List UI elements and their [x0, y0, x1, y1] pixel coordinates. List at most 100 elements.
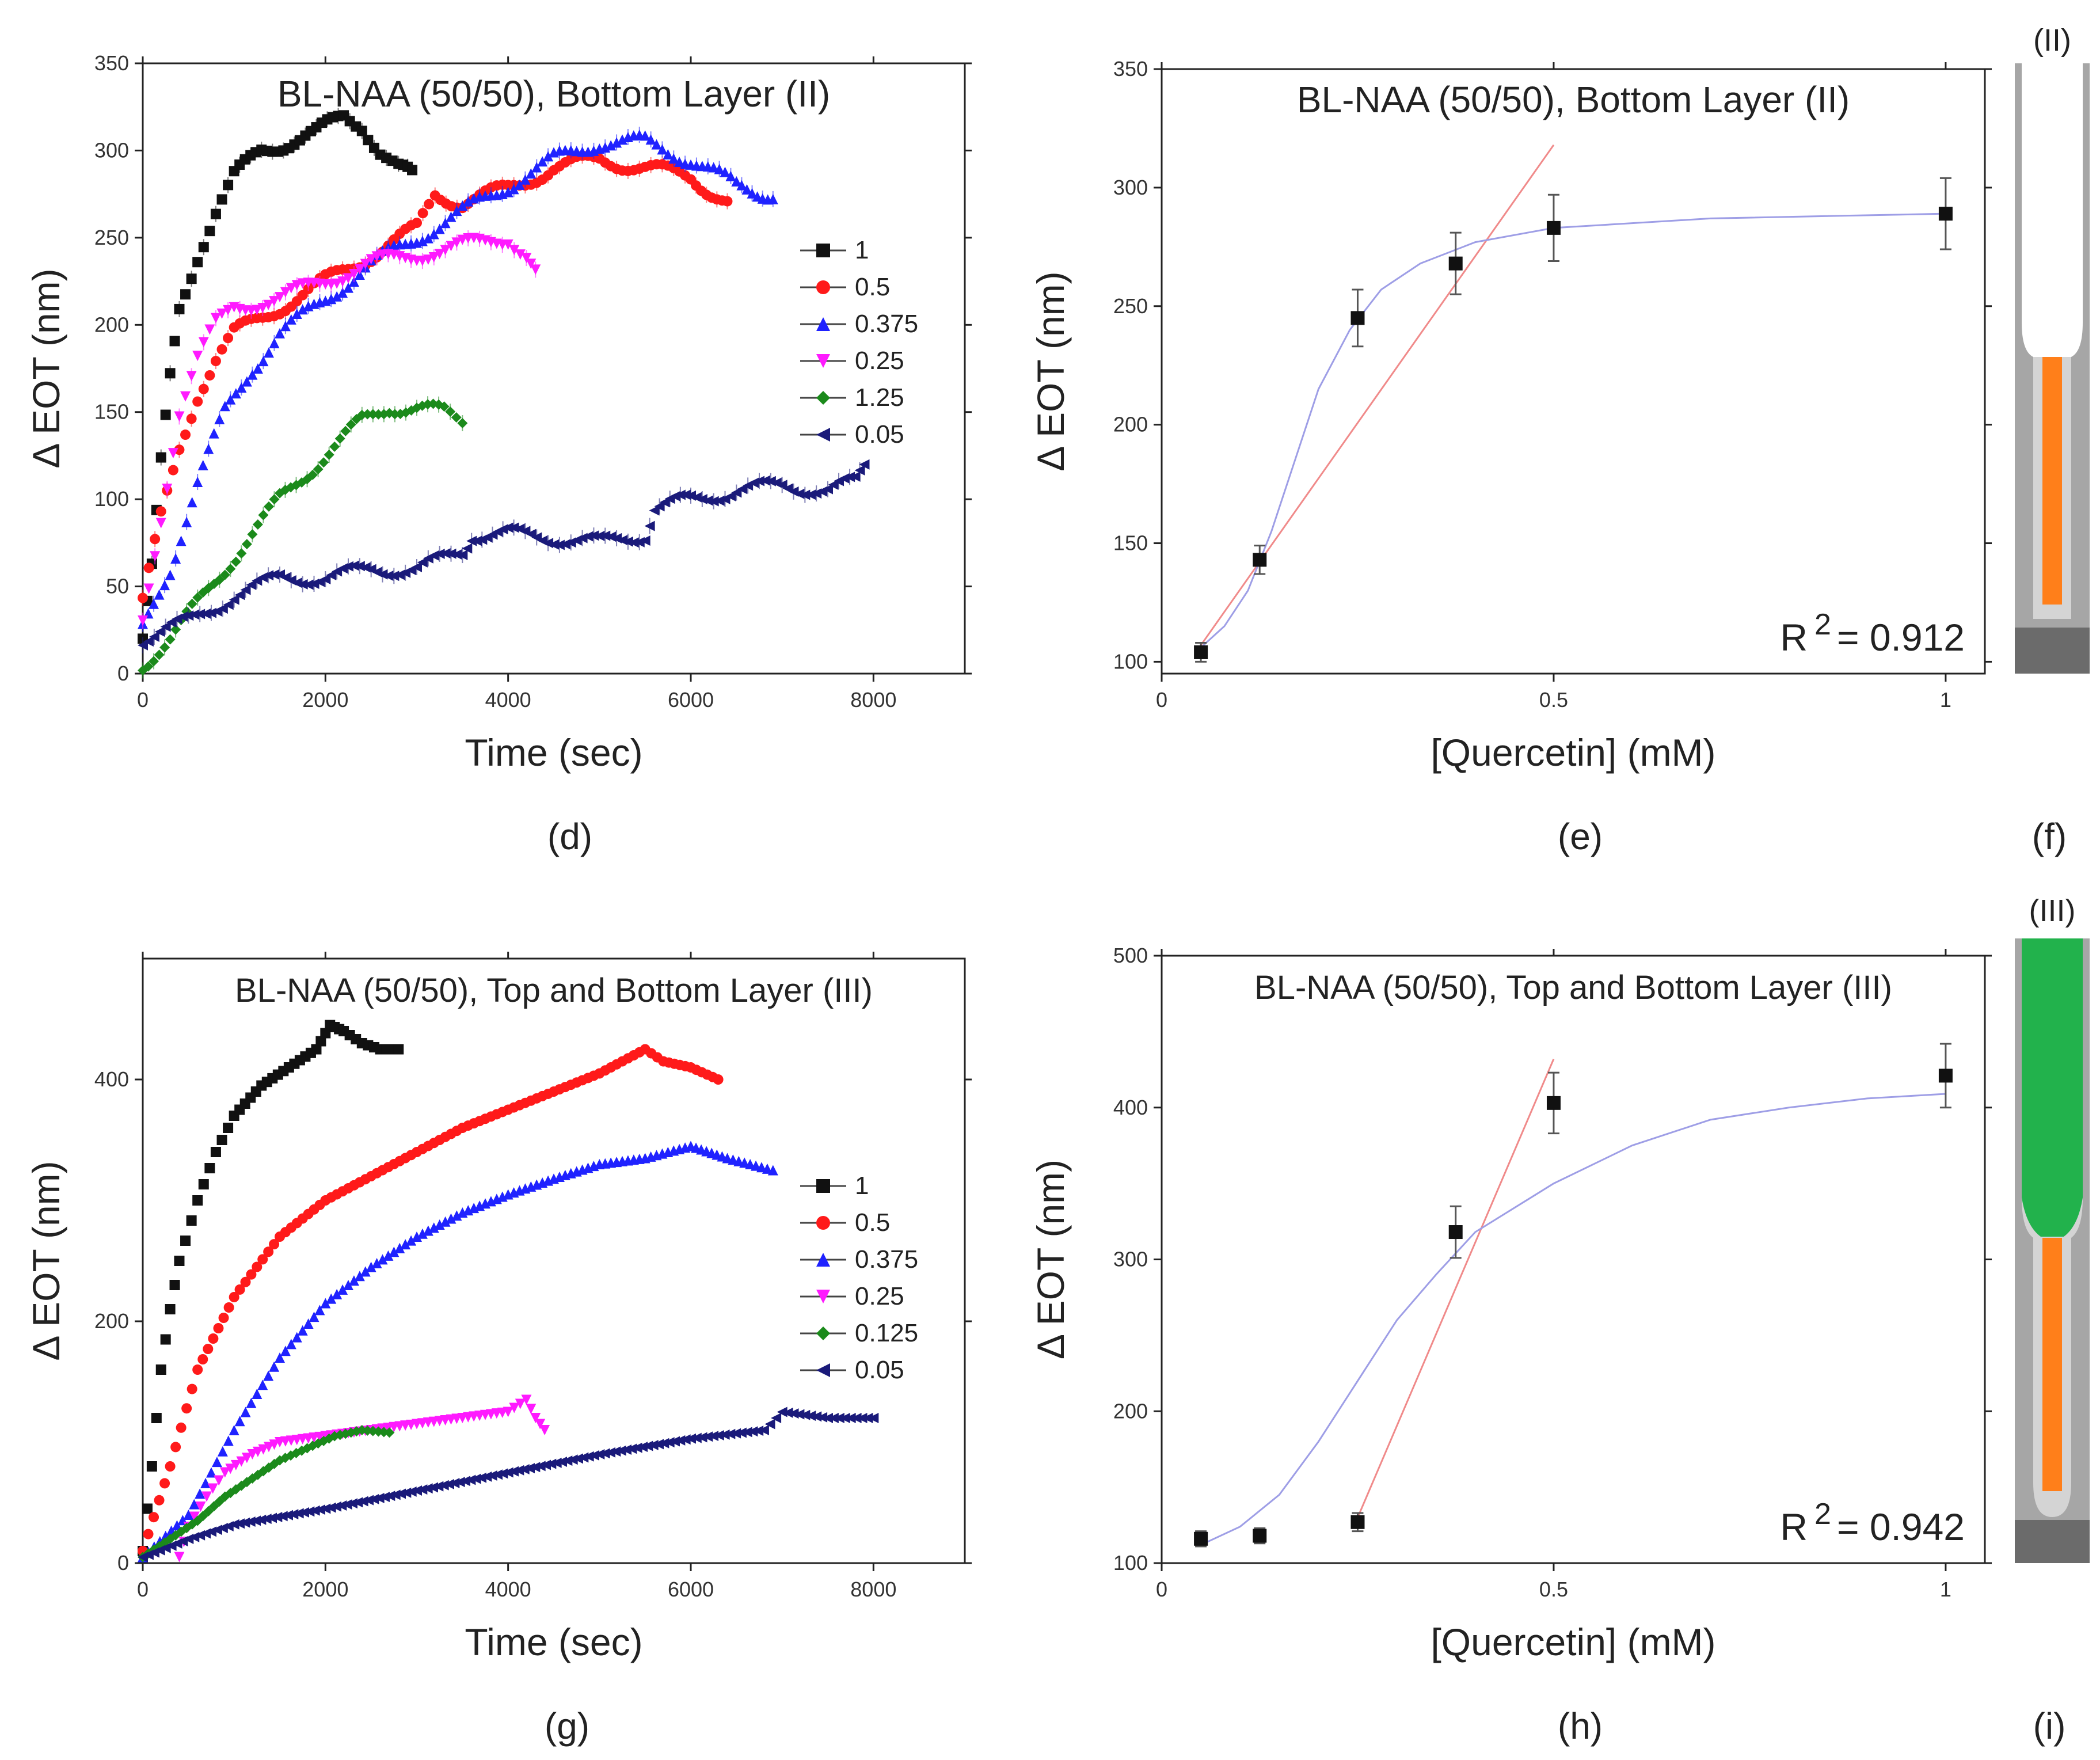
data-point	[423, 233, 433, 244]
data-point	[154, 589, 165, 600]
data-point	[417, 208, 428, 219]
data-point	[634, 537, 645, 548]
data-point	[753, 1426, 764, 1436]
data-point	[714, 164, 725, 174]
data-point	[168, 465, 178, 476]
data-point	[229, 1519, 239, 1530]
data-point	[318, 457, 329, 468]
data-point	[247, 529, 258, 540]
data-point	[198, 242, 209, 253]
data-point	[460, 1476, 470, 1487]
data-point	[263, 1442, 274, 1453]
data-point	[377, 1254, 388, 1265]
x-axis-label: Time (sec)	[465, 731, 642, 774]
data-point	[214, 413, 225, 424]
data-point	[320, 1503, 331, 1514]
data-point	[471, 535, 482, 546]
data-point	[782, 1407, 793, 1418]
data-point	[352, 1497, 363, 1508]
data-point	[640, 130, 650, 141]
data-point	[823, 1413, 833, 1423]
data-point	[218, 1313, 229, 1323]
legend-label: 1.25	[855, 383, 904, 412]
data-point	[578, 1452, 589, 1463]
r-squared-superscript: 2	[1814, 1497, 1831, 1531]
data-point	[451, 549, 462, 560]
data-point	[180, 429, 191, 440]
data-point	[223, 305, 234, 315]
data-point	[438, 1480, 449, 1491]
series-1	[138, 108, 418, 647]
data-point	[508, 1466, 519, 1477]
data-point	[788, 1408, 799, 1419]
data-point	[628, 537, 639, 548]
data-point	[401, 1487, 412, 1498]
data-point	[503, 1467, 513, 1478]
data-point	[143, 636, 154, 647]
data-point	[326, 294, 337, 305]
data-point	[664, 1437, 675, 1448]
data-point	[424, 199, 435, 210]
data-point	[764, 1419, 775, 1430]
data-point	[309, 1505, 320, 1516]
data-point	[713, 1430, 724, 1441]
data-point	[192, 1195, 203, 1206]
data-point	[1253, 1529, 1267, 1543]
data-point	[457, 550, 468, 561]
data-point	[200, 1477, 211, 1488]
data-point	[508, 184, 519, 195]
data-point	[747, 1426, 758, 1437]
data-point	[219, 1467, 230, 1478]
data-point	[234, 1284, 245, 1295]
data-point	[240, 1407, 251, 1417]
data-point	[407, 165, 418, 176]
data-point	[250, 1515, 261, 1526]
data-point	[423, 1225, 433, 1236]
y-tick-label: 150	[94, 400, 129, 424]
data-point	[187, 1383, 197, 1394]
y-tick-label: 400	[94, 1067, 129, 1091]
data-point	[446, 211, 456, 222]
data-point	[373, 409, 384, 420]
data-point	[336, 1500, 347, 1511]
data-point	[240, 584, 251, 595]
data-point	[198, 337, 209, 348]
data-point	[309, 1312, 319, 1322]
data-point	[216, 308, 227, 319]
data-point	[192, 396, 203, 407]
data-point	[754, 476, 764, 486]
data-point	[526, 168, 537, 179]
data-point	[519, 1464, 530, 1474]
data-point	[622, 536, 633, 547]
data-point	[583, 531, 594, 542]
data-point	[722, 196, 733, 207]
data-point	[541, 1459, 551, 1470]
data-point	[720, 166, 731, 177]
data-point	[503, 1407, 513, 1417]
data-point	[393, 1044, 404, 1055]
x-tick-label: 1	[1940, 1577, 1951, 1601]
data-point	[204, 370, 215, 381]
data-point	[446, 1213, 456, 1224]
data-point	[513, 1465, 524, 1476]
data-point	[326, 1293, 337, 1304]
data-point	[440, 1216, 451, 1227]
data-point	[332, 278, 343, 289]
data-point	[165, 634, 176, 645]
data-point	[229, 594, 239, 605]
legend-marker	[816, 428, 830, 442]
data-point	[363, 1495, 374, 1506]
data-point	[225, 1464, 236, 1474]
legend-marker	[816, 317, 830, 331]
series-0.125	[138, 1425, 395, 1563]
x-tick-label: 0	[137, 1577, 149, 1601]
data-point	[246, 1269, 257, 1280]
data-point	[263, 1246, 274, 1257]
data-point	[223, 1123, 234, 1133]
data-point	[535, 1419, 546, 1430]
legend-marker	[816, 1179, 830, 1193]
data-point	[605, 1447, 615, 1458]
data-point	[332, 291, 343, 302]
data-point	[198, 1179, 209, 1189]
data-point	[446, 241, 456, 252]
